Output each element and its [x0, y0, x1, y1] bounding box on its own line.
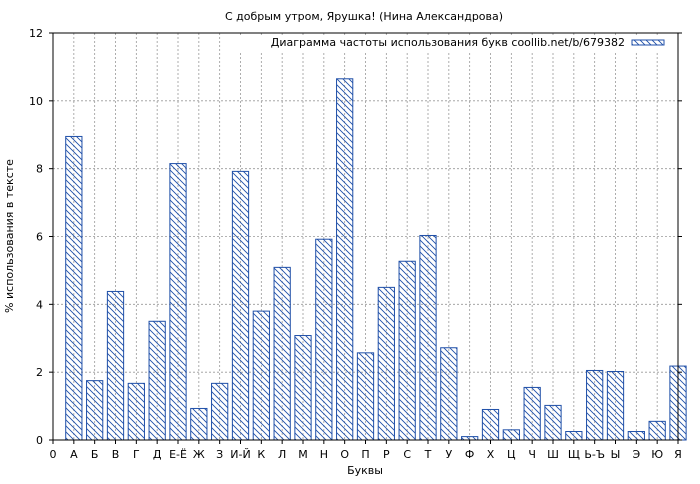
x-tick-label: Ж: [193, 448, 205, 461]
bar-Ь-Ъ: [586, 369, 604, 441]
x-tick-label: Х: [487, 448, 495, 461]
x-tick-label: Ю: [651, 448, 663, 461]
bar-У: [440, 347, 458, 441]
x-tick-label: Д: [153, 448, 162, 461]
bar-З: [211, 382, 229, 441]
x-tick-label: М: [298, 448, 308, 461]
bar-Х: [481, 408, 500, 441]
bar-С: [398, 260, 416, 441]
bar-О: [336, 78, 354, 441]
x-axis-ticks: 0 А Б В Г Д Е-Ё Ж З И-Й К Л М Н О П Р С Т У Ф Х Ц Ч Ш Щ Ь-Ъ Ы Э Ю Я: [50, 440, 682, 461]
bar-Г: [127, 382, 145, 441]
x-tick-label: Ы: [611, 448, 621, 461]
y-axis-label: % использования в тексте: [3, 159, 16, 313]
legend-label: Диаграмма частоты использования букв coo…: [271, 36, 625, 49]
y-tick-label: 10: [29, 95, 43, 108]
x-tick-label: Л: [278, 448, 286, 461]
bar-Л: [273, 266, 291, 441]
x-axis-label: Буквы: [347, 464, 383, 477]
x-tick-label: У: [445, 448, 452, 461]
bar-Ч: [523, 386, 541, 441]
y-axis-ticks: 0 2 4 6 8 10 12: [29, 27, 682, 447]
chart-title: С добрым утром, Ярушка! (Нина Александро…: [225, 10, 503, 23]
x-tick-label: Ч: [528, 448, 536, 461]
y-tick-label: 2: [36, 366, 43, 379]
x-tick-label: Ц: [507, 448, 516, 461]
x-tick-label: Б: [91, 448, 99, 461]
bar-Е-Ё: [169, 163, 187, 441]
bar-Н: [315, 238, 333, 441]
bar-К: [252, 310, 270, 441]
bar-Ш: [544, 404, 562, 441]
x-tick-label: Э: [632, 448, 640, 461]
x-tick-label: К: [257, 448, 265, 461]
bar-Р: [377, 286, 395, 441]
legend-swatch: [631, 39, 665, 46]
bar-М: [294, 335, 312, 441]
bar-И-Й: [231, 170, 250, 441]
legend: Диаграмма частоты использования букв coo…: [240, 35, 672, 51]
bars: [65, 78, 687, 441]
x-tick-label: Щ: [568, 448, 580, 461]
bar-Б: [86, 380, 104, 441]
y-tick-label: 6: [36, 231, 43, 244]
x-tick-label: Т: [424, 448, 432, 461]
bar-Ы: [606, 370, 625, 441]
x-tick-label: П: [361, 448, 369, 461]
bar-Д: [148, 320, 166, 441]
x-tick-label: И-Й: [230, 448, 250, 461]
x-tick-label: Г: [133, 448, 140, 461]
legend-background: [240, 35, 672, 51]
y-tick-label: 0: [36, 434, 43, 447]
bar-Ц: [502, 429, 520, 441]
bar-Щ: [565, 431, 583, 441]
x-tick-label: Н: [320, 448, 328, 461]
bar-Ю: [648, 420, 666, 441]
x-tick-label: Ь-Ъ: [584, 448, 605, 461]
x-tick-label: Ф: [465, 448, 474, 461]
y-tick-label: 8: [36, 163, 43, 176]
x-tick-label: В: [112, 448, 120, 461]
x-tick-label: Е-Ё: [169, 448, 187, 461]
bar-П: [356, 352, 375, 441]
bar-Ж: [190, 407, 208, 441]
y-tick-label: 12: [29, 27, 43, 40]
x-tick-label: Р: [383, 448, 390, 461]
x-tick-label: С: [403, 448, 411, 461]
bar-А: [65, 135, 83, 441]
bar-В: [106, 290, 125, 441]
bar-Ф: [461, 436, 479, 441]
x-tick-label: А: [70, 448, 78, 461]
x-tick-label: Ш: [547, 448, 559, 461]
bar-Т: [419, 234, 437, 441]
x-tick-label: Я: [674, 448, 682, 461]
x-tick-label: 0: [50, 448, 57, 461]
x-tick-label: З: [216, 448, 223, 461]
bar-Э: [627, 431, 645, 441]
x-tick-label: О: [340, 448, 349, 461]
y-tick-label: 4: [36, 298, 43, 311]
